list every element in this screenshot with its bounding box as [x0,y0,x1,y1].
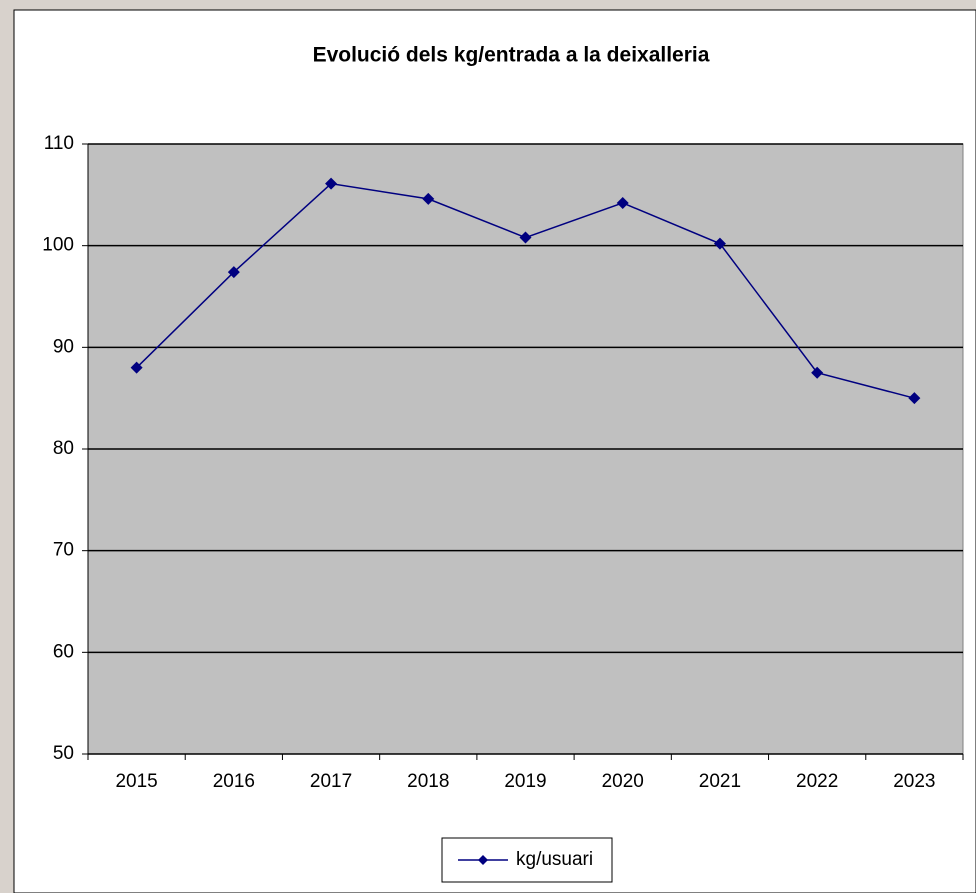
x-tick-label: 2016 [213,771,255,792]
chart-title: Evolució dels kg/entrada a la deixalleri… [313,44,710,67]
legend-label: kg/usuari [516,849,593,870]
y-tick-label: 110 [44,133,74,154]
x-tick-label: 2019 [504,771,546,792]
y-tick-label: 50 [53,743,74,764]
data-point [713,237,726,250]
x-tick-label: 2015 [115,771,157,792]
y-tick-label: 100 [42,235,74,256]
y-tick-label: 80 [53,438,74,459]
y-tick-label: 90 [53,336,74,357]
x-tick-label: 2018 [407,771,449,792]
x-tick-label: 2022 [796,771,838,792]
data-point [908,392,921,405]
y-tick-label: 60 [53,641,74,662]
x-tick-label: 2020 [602,771,644,792]
data-point [616,196,629,209]
x-tick-label: 2017 [310,771,352,792]
data-point [519,231,532,244]
data-point [811,366,824,379]
data-point [422,192,435,205]
y-tick-label: 70 [53,540,74,561]
data-point [130,361,143,374]
x-tick-label: 2021 [699,771,741,792]
data-point [325,177,338,190]
data-point [227,266,240,279]
x-tick-label: 2023 [893,771,935,792]
legend-marker [478,855,488,865]
